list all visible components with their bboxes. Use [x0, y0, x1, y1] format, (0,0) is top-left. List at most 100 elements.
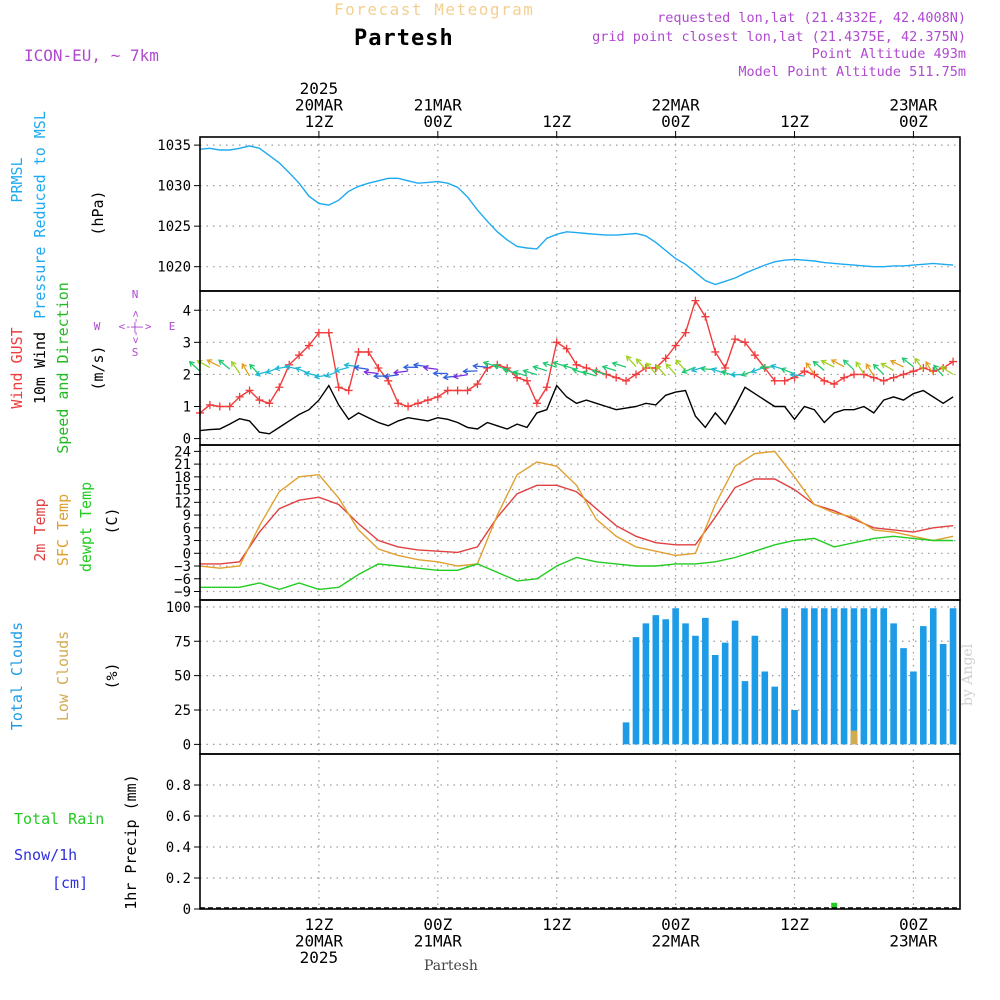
y-tick-label: 100	[166, 600, 191, 616]
gust-marker	[413, 399, 422, 408]
wind-arrow	[831, 359, 845, 368]
bottom-time-label: 00Z	[899, 915, 928, 934]
bottom-time-label: 21MAR	[414, 932, 463, 951]
top-time-label: 00Z	[899, 112, 928, 131]
top-time-label: 21MAR	[414, 96, 463, 115]
wind-arrow	[473, 365, 488, 368]
bar-total-clouds	[692, 635, 699, 745]
wind-arrow-head	[522, 368, 529, 375]
gust-marker	[205, 400, 214, 409]
y-tick-label: 0.8	[166, 778, 191, 794]
wind-arrow	[592, 369, 607, 376]
wind-arrow-head	[759, 364, 766, 371]
temp-unit: (C)	[103, 507, 121, 534]
gust-marker	[711, 347, 720, 356]
wind-arrow-head	[274, 365, 281, 372]
gust-marker	[394, 399, 403, 408]
wind-arrow	[612, 362, 627, 368]
gust-marker	[681, 328, 690, 337]
wind-arrow-head	[218, 359, 225, 366]
bar-total-clouds	[711, 655, 719, 745]
gust-marker	[691, 296, 700, 305]
wind-arrow-head	[750, 367, 757, 374]
wind-arrow-head	[188, 360, 195, 367]
wind-arrow-head	[206, 359, 213, 365]
panel-frame	[199, 444, 961, 601]
wind-arrow-head	[363, 369, 370, 376]
bottom-time-label: 00Z	[661, 915, 690, 934]
wind-arrow	[881, 363, 894, 371]
y-tick-label: 25	[174, 703, 191, 719]
y-tick-label: 1	[183, 400, 191, 416]
wind-arrow-head	[933, 364, 939, 371]
wind-arrow	[873, 364, 885, 375]
temp-label-dewpt: dewpt Temp	[77, 482, 95, 572]
wind-arrow	[453, 374, 468, 378]
y-tick-label: 1020	[157, 260, 191, 276]
pressure-label-prmsl: PRMSL	[8, 157, 26, 202]
wind-arrow-head	[353, 364, 360, 371]
gust-marker	[295, 351, 304, 360]
wind-arrow	[513, 371, 528, 377]
gust-marker	[641, 364, 650, 372]
gust-marker	[899, 370, 908, 379]
wind-arrow-head	[482, 360, 489, 367]
wind-arrow	[902, 357, 914, 368]
panel-frame	[199, 753, 961, 910]
wind-arrow	[334, 366, 349, 372]
bar-total-clouds	[791, 710, 798, 745]
wind-arrow-head	[442, 373, 449, 381]
wind-arrow-head	[780, 367, 787, 374]
wind-arrow-head	[889, 359, 896, 366]
gust-marker	[463, 386, 472, 395]
top-time-label: 12Z	[304, 112, 333, 131]
gust-marker	[919, 364, 928, 372]
wind-arrow-head	[681, 367, 688, 374]
bottom-time-label: 23MAR	[889, 932, 938, 951]
y-tick-label: 1030	[157, 179, 191, 195]
precip-label-snow: Snow/1h	[14, 846, 77, 864]
wind-arrow-head	[324, 372, 331, 378]
bar-total-clouds	[820, 608, 828, 745]
wind-arrow	[914, 358, 924, 371]
y-tick-label: 2	[183, 367, 191, 383]
y-tick-label: 9	[183, 508, 191, 524]
wind-arrow-head	[254, 370, 261, 377]
panel-wind	[188, 290, 961, 446]
gust-marker	[631, 370, 640, 379]
y-tick-label: 75	[174, 634, 191, 650]
gust-marker	[255, 396, 264, 405]
wind-arrow	[582, 371, 597, 377]
wind-arrow-head	[729, 371, 736, 378]
gust-marker	[404, 402, 413, 411]
gust-marker	[443, 386, 452, 395]
gust-marker	[840, 373, 849, 382]
wind-arrow	[665, 363, 677, 376]
y-tick-label: 0	[183, 546, 191, 562]
gust-marker	[770, 376, 779, 385]
wind-arrow-head	[805, 361, 812, 369]
y-tick-label: 12	[174, 495, 191, 511]
wind-arrow-head	[284, 363, 291, 371]
gust-marker	[849, 370, 858, 379]
compass-arrow-horizontal: <-|->	[118, 320, 151, 333]
y-tick-label: 0	[183, 737, 191, 753]
wind-arrow-head	[581, 370, 588, 377]
wind-arrow	[790, 373, 805, 377]
wind-arrow-head	[542, 361, 549, 368]
gust-marker	[552, 338, 561, 347]
gust-marker	[235, 392, 244, 401]
wind-arrow-head	[675, 359, 682, 366]
wind-arrow	[241, 363, 251, 377]
wind-arrow-head	[241, 362, 248, 369]
bar-total-clouds	[900, 648, 907, 745]
wind-arrow-head	[820, 359, 827, 366]
gust-marker	[879, 376, 888, 385]
wind-arrow-head	[265, 368, 272, 375]
series-line-wind-gust	[199, 298, 954, 414]
bar-total-clouds	[860, 608, 868, 745]
gust-marker	[671, 341, 680, 350]
bar-total-clouds	[781, 608, 788, 745]
